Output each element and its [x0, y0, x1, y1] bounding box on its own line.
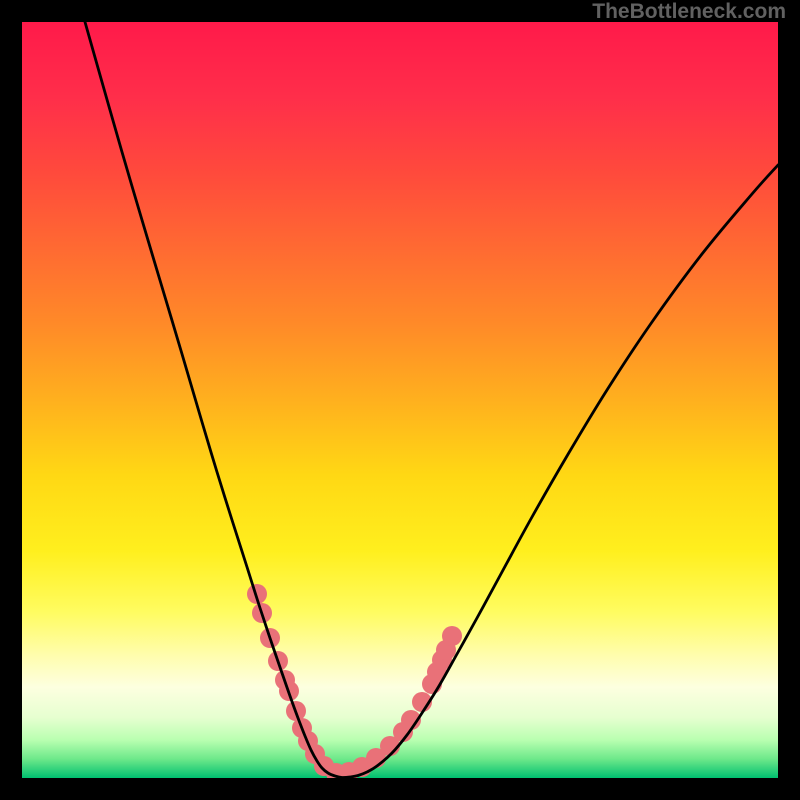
watermark-text: TheBottleneck.com	[592, 0, 786, 24]
plot-area	[22, 22, 778, 778]
marker-dots	[247, 584, 462, 778]
marker-dot	[442, 626, 462, 646]
chart-frame: TheBottleneck.com	[0, 0, 800, 800]
curve-layer	[22, 22, 778, 778]
